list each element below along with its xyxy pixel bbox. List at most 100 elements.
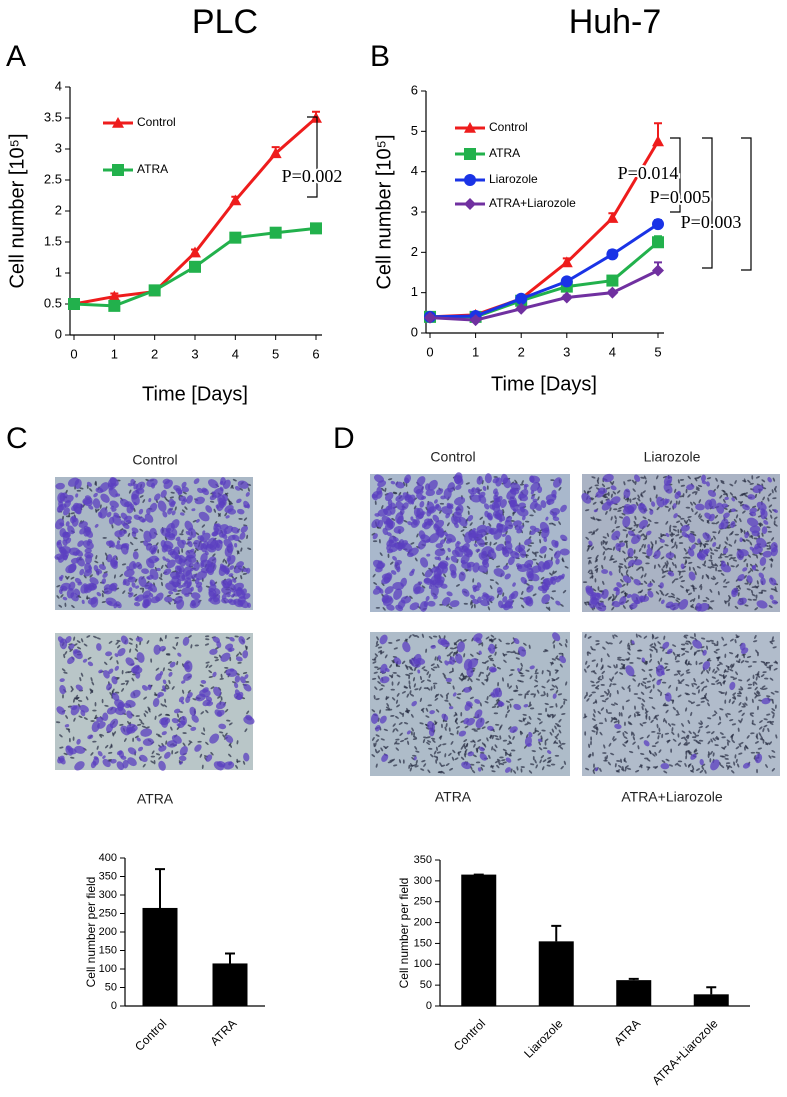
cell-nucleus: [228, 722, 233, 726]
cell-nucleus: [174, 636, 180, 639]
stained-cell: [175, 565, 183, 575]
cell-nucleus: [92, 709, 97, 712]
stained-cell: [127, 483, 133, 487]
stained-cell: [112, 514, 122, 526]
cell-nucleus: [81, 638, 84, 643]
cell-nucleus: [479, 516, 484, 520]
stained-cell: [106, 723, 114, 733]
cell-nucleus: [540, 576, 545, 580]
stained-cell: [58, 546, 67, 556]
micrograph: [54, 477, 253, 610]
stained-cell: [126, 710, 133, 719]
cell-nucleus: [247, 487, 250, 492]
cell-nucleus: [162, 667, 165, 672]
stained-cell: [156, 567, 161, 572]
stained-cell: [520, 576, 528, 584]
y-tick-label: 0: [426, 1000, 432, 1012]
cell-nucleus: [187, 635, 192, 638]
cell-nucleus: [213, 656, 219, 659]
cell-nucleus: [109, 656, 113, 661]
stained-cell: [155, 673, 162, 681]
cell-nucleus: [371, 532, 376, 536]
stained-cell: [425, 489, 436, 497]
y-tick-label: 2: [411, 244, 418, 259]
cell-nucleus: [170, 491, 175, 494]
cell-nucleus: [551, 523, 556, 526]
stained-cell: [76, 503, 84, 509]
stained-cell: [108, 516, 115, 525]
stained-cell: [219, 563, 225, 570]
stained-cell: [141, 518, 147, 523]
x-tick-label: 2: [518, 344, 525, 359]
cell-nucleus: [463, 602, 469, 605]
stained-cell: [194, 578, 200, 585]
stained-cell: [393, 525, 405, 534]
x-tick-label: 4: [232, 346, 239, 361]
stained-cell: [209, 733, 220, 744]
error-bar: [551, 924, 562, 942]
stained-cell: [94, 523, 99, 528]
stained-cell: [150, 596, 161, 604]
stained-cell: [213, 686, 222, 697]
cell-nucleus: [70, 756, 75, 759]
stained-cell: [225, 668, 238, 677]
cell-nucleus: [224, 559, 228, 564]
stained-cell: [182, 636, 190, 646]
stained-cell: [242, 650, 249, 659]
stained-cell: [219, 529, 227, 538]
cell-nucleus: [409, 595, 413, 599]
stained-cell: [500, 499, 507, 509]
y-tick-label: 250: [414, 896, 432, 908]
stained-cell: [209, 579, 216, 587]
stained-cell: [190, 726, 197, 732]
stained-cell: [79, 568, 85, 576]
bar: [693, 994, 729, 1006]
micrograph: [370, 472, 570, 612]
stained-cell: [134, 596, 139, 601]
cell-nucleus: [210, 751, 214, 756]
y-tick-label: 150: [414, 937, 432, 949]
stained-cell: [400, 577, 407, 587]
stained-cell: [98, 669, 103, 674]
cell-nucleus: [175, 641, 179, 647]
cell-nucleus: [158, 713, 163, 717]
cell-nucleus: [203, 727, 206, 732]
stained-cell: [74, 577, 82, 584]
cell-nucleus: [181, 529, 184, 534]
cell-nucleus: [73, 636, 76, 641]
y-tick-label: 150: [99, 944, 117, 956]
legend-marker: [464, 198, 476, 210]
stained-cell: [135, 636, 143, 642]
stained-cell: [75, 684, 83, 691]
stained-cell: [112, 555, 117, 560]
x-tick-label: ATRA: [611, 1016, 643, 1048]
cell-nucleus: [116, 660, 119, 665]
stained-cell: [57, 636, 64, 644]
cell-nucleus: [549, 572, 553, 576]
cell-nucleus: [188, 740, 193, 744]
stained-cell: [216, 641, 222, 648]
cell-nucleus: [115, 641, 119, 645]
cell-nucleus: [79, 676, 82, 682]
cell-nucleus: [564, 565, 569, 569]
stained-cell: [221, 597, 229, 604]
stained-cell: [440, 495, 446, 500]
cell-nucleus: [55, 721, 61, 724]
stained-cell: [161, 731, 167, 736]
cell-nucleus: [236, 550, 240, 555]
cell-nucleus: [496, 593, 500, 599]
cell-nucleus: [549, 548, 553, 551]
cell-nucleus: [521, 480, 524, 485]
stained-cell: [447, 482, 456, 493]
stained-cell: [228, 599, 237, 606]
stained-cell: [76, 738, 81, 745]
x-tick-label: 0: [70, 346, 77, 361]
x-tick-label: 4: [609, 344, 616, 359]
cell-nucleus: [140, 721, 145, 725]
panel-letter: C: [6, 422, 28, 455]
stained-cell: [553, 477, 562, 488]
cell-nucleus: [187, 689, 191, 694]
cell-nucleus: [103, 571, 108, 574]
stained-cell: [59, 678, 65, 683]
data-point: [68, 298, 80, 310]
